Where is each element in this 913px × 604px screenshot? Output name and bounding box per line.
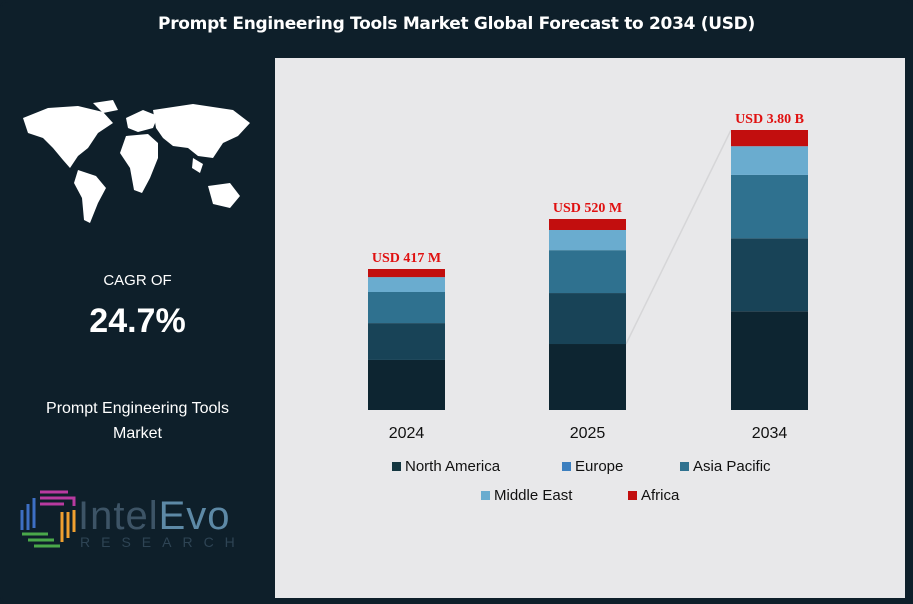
bar-segment-europe-2025	[549, 293, 626, 345]
trend-line	[625, 129, 732, 345]
x-tick-label: 2024	[389, 425, 425, 442]
page-title: Prompt Engineering Tools Market Global F…	[158, 14, 755, 34]
legend-swatch	[680, 462, 689, 471]
chart-area: USD 417 M 2024 USD 520 M 2025 USD 3.80 B 2034…	[275, 58, 905, 598]
logo-text: IntelEvo	[78, 494, 231, 538]
logo-subtitle: RESEARCH	[80, 534, 246, 550]
cagr-value: 24.7%	[89, 302, 186, 340]
world-map-icon	[23, 100, 250, 223]
legend-item-asia-pacific: Asia Pacific	[680, 458, 771, 475]
legend-swatch	[628, 491, 637, 500]
bar-segment-north-america-2034	[731, 311, 808, 410]
bar-segment-north-america-2025	[549, 344, 626, 410]
intelevo-logo-icon	[20, 490, 76, 548]
cagr-label: CAGR OF	[103, 272, 172, 289]
legend-item-middle-east: Middle East	[481, 487, 572, 504]
legend-item-africa: Africa	[628, 487, 679, 504]
total-label: USD 3.80 B	[735, 112, 804, 127]
bar-segment-middle-east-2024	[368, 277, 445, 292]
bar-segment-africa-2025	[549, 219, 626, 230]
legend-swatch	[392, 462, 401, 471]
legend-item-europe: Europe	[562, 458, 623, 475]
total-label: USD 417 M	[372, 251, 441, 266]
market-name: Prompt Engineering Tools Market	[46, 400, 229, 442]
legend-swatch	[481, 491, 490, 500]
bar-segment-europe-2034	[731, 238, 808, 312]
summary-panel: CAGR OF 24.7% Prompt Engineering Tools M…	[0, 58, 275, 604]
bar-segment-north-america-2024	[368, 359, 445, 410]
bar-segment-africa-2024	[368, 269, 445, 278]
x-tick-label: 2034	[752, 425, 788, 442]
legend-item-north-america: North America	[392, 458, 500, 475]
bar-segment-asia-pacific-2024	[368, 291, 445, 324]
bar-segment-asia-pacific-2025	[549, 250, 626, 294]
bar-segment-africa-2034	[731, 130, 808, 147]
bar-segment-middle-east-2034	[731, 146, 808, 175]
legend-swatch	[562, 462, 571, 471]
total-label: USD 520 M	[553, 201, 622, 216]
stacked-bar-chart: USD 417 M 2024 USD 520 M 2025 USD 3.80 B 2034	[368, 112, 808, 442]
bar-segment-middle-east-2025	[549, 229, 626, 251]
bar-segment-asia-pacific-2034	[731, 174, 808, 239]
bar-segment-europe-2024	[368, 323, 445, 360]
x-tick-label: 2025	[570, 425, 606, 442]
